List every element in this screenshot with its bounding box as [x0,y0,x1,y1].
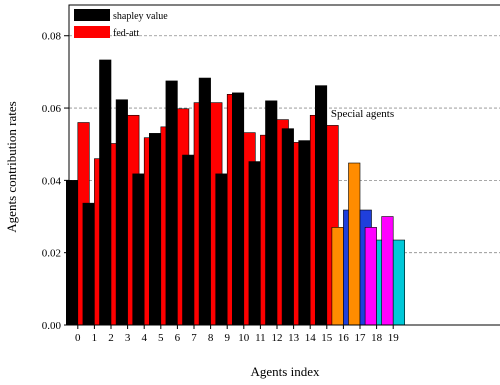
y-tick-label: 0.04 [42,175,62,187]
x-axis: 0 1 2 3 4 5 6 7 8 9 10 11 12 13 14 15 16 17 18 19 [75,325,399,344]
legend-swatch-fed-att [74,26,110,38]
y-tick-label: 0.06 [42,103,62,115]
x-tick-label: 9 [224,332,230,344]
x-tick-label: 15 [321,332,333,344]
x-tick-label: 5 [158,332,164,344]
y-tick-label: 0.08 [42,31,62,43]
legend-swatch-shapley-value [74,9,110,21]
x-tick-label: 12 [272,332,283,344]
y-axis-label: Agents contribution rates [4,101,19,232]
x-tick-label: 2 [108,332,114,344]
bar-shapley-value-6 [165,80,178,326]
x-tick-label: 14 [305,332,317,344]
bar-shapley-value-13 [281,128,294,326]
bar-fed-att-18 [364,227,377,326]
x-tick-label: 13 [288,332,300,344]
bar-shapley-value-14 [298,140,311,326]
x-tick-label: 4 [141,332,147,344]
x-tick-label: 17 [355,332,367,344]
x-tick-label: 7 [191,332,197,344]
special-agents-annotation: Special agents [331,108,394,120]
bar-fed-att-17 [348,162,361,326]
legend-label-shapley-value: shapley value [113,11,168,22]
y-tick-label: 0.00 [42,320,62,332]
x-tick-label: 18 [371,332,383,344]
bar-shapley-value-15 [314,85,328,326]
x-tick-label: 10 [238,332,250,344]
bar-shapley-value-3 [115,99,128,326]
bar-shapley-value-9 [215,173,228,326]
plot-frame [68,4,500,326]
bar-shapley-value-2 [99,59,112,326]
bar-shapley-value-10 [232,92,245,326]
y-axis: 0.00 0.02 0.04 0.06 0.08 [42,31,69,332]
x-tick-label: 8 [208,332,214,344]
y-tick-label: 0.02 [42,248,61,260]
bar-shapley-value-8 [198,77,211,326]
x-tick-label: 0 [75,332,81,344]
bar-shapley-value-19 [392,239,406,326]
bar-shapley-value-11 [248,161,261,326]
x-tick-label: 3 [125,332,131,344]
bar-shapley-value-1 [82,202,95,326]
bar-shapley-value-4 [132,173,145,326]
x-tick-label: 19 [388,332,400,344]
bar-fed-att-19 [381,216,394,326]
x-tick-label: 16 [338,332,350,344]
bar-shapley-value-7 [182,154,195,326]
x-axis-label: Agents index [251,364,320,379]
legend: shapley value fed-att [74,9,168,39]
x-tick-label: 6 [175,332,181,344]
x-tick-label: 11 [255,332,266,344]
bar-shapley-value-5 [149,133,162,326]
legend-label-fed-att: fed-att [113,28,139,39]
x-tick-label: 1 [92,332,98,344]
bar-shapley-value-12 [265,100,278,326]
bar-fed-att-16 [331,227,344,326]
bars [66,59,406,326]
